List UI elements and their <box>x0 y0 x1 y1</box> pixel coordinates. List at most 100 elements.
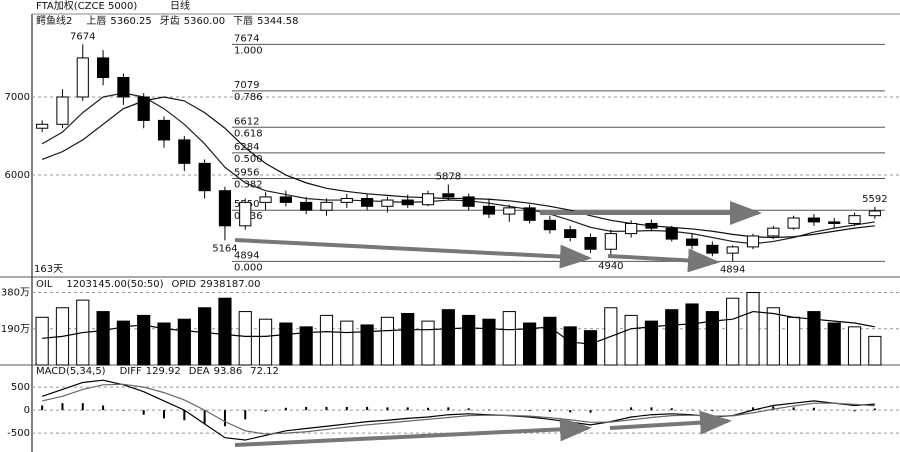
readout-name: 牙齿 <box>160 15 180 27</box>
candle-body <box>279 196 292 203</box>
y-tick-label: 7000 <box>5 92 30 103</box>
macd-bar <box>873 408 876 411</box>
macd-bar <box>61 403 64 411</box>
price-annotation: 7674 <box>70 31 95 42</box>
volume-bar <box>705 311 719 366</box>
candle-body <box>685 238 699 246</box>
indicator-line <box>42 383 875 435</box>
candle-body <box>340 197 353 203</box>
span-label: 163天 <box>34 264 63 275</box>
candle-body <box>706 244 719 254</box>
macd-bar <box>569 410 572 413</box>
candle-body <box>137 96 150 121</box>
readout-value: 5360.00 <box>184 16 225 27</box>
fib-price: 6612 <box>234 116 259 127</box>
macd-bar <box>386 407 389 411</box>
macd-bar <box>528 410 531 412</box>
volume-bar <box>157 322 171 366</box>
candle-body <box>381 199 394 207</box>
indicator-line <box>41 92 875 245</box>
macd-bar <box>284 407 287 411</box>
candle-body <box>665 227 678 240</box>
volume-bar <box>624 314 638 366</box>
symbol: FTA加权(CZCE 5000) <box>36 0 137 12</box>
volume-bar <box>380 316 395 366</box>
fib-price: 6284 <box>234 142 259 153</box>
candle-body <box>259 196 272 203</box>
volume-bar <box>258 318 273 366</box>
candle-body <box>462 196 475 207</box>
volume-bar <box>726 297 740 366</box>
price-annotation: 4894 <box>720 264 745 275</box>
macd-bar <box>772 406 775 411</box>
candle-body <box>868 210 881 217</box>
volume-bar <box>218 297 232 366</box>
macd-bar <box>183 410 186 421</box>
readout-name: 下唇 <box>233 15 253 27</box>
candle-body <box>36 123 49 129</box>
indicator-line <box>41 379 875 441</box>
volume-bar <box>482 318 496 366</box>
fib-ratio: 0.500 <box>234 154 263 165</box>
readout-value: 1203145.00(50:50) <box>66 279 163 290</box>
volume-bar <box>665 309 679 366</box>
candle-body <box>848 215 861 224</box>
y-tick-label: 500 <box>11 382 30 393</box>
indicator-line <box>41 96 875 239</box>
candle-body <box>157 119 171 141</box>
y-tick-label: 380万 <box>1 288 30 299</box>
macd-bar <box>670 408 673 411</box>
candle-body <box>361 197 374 207</box>
volume-bar <box>827 322 841 366</box>
volume-bar <box>644 320 659 366</box>
volume-bar <box>766 307 780 366</box>
macd-bar <box>366 406 369 411</box>
arrow <box>609 410 732 435</box>
candle-body <box>828 221 841 224</box>
macd-bar <box>41 405 44 411</box>
candle-body <box>625 222 638 235</box>
volume-bar <box>847 326 862 366</box>
macd-bar <box>203 410 206 424</box>
fib-ratio: 0.786 <box>234 92 263 103</box>
fib-ratio: 0.618 <box>234 128 263 139</box>
readout-value: 2938187.00 <box>200 279 260 290</box>
volume-bar <box>462 314 476 366</box>
candle-body <box>76 57 89 98</box>
macd-bar <box>711 410 714 412</box>
macd-bar <box>81 403 84 411</box>
volume-bar <box>360 324 374 366</box>
volume-bar <box>522 322 537 366</box>
volume-bar <box>198 307 212 366</box>
fib-price: 5956 <box>234 167 259 178</box>
indicator-name: MACD(5,34,5) <box>36 366 106 377</box>
y-tick-label: 6000 <box>5 170 30 181</box>
y-tick-label: 190万 <box>1 324 30 335</box>
readout-name: DIFF <box>120 366 142 377</box>
macd-bar <box>163 410 166 419</box>
readout-value: 72.12 <box>250 366 279 377</box>
candle-body <box>584 237 597 250</box>
candle-body <box>482 205 496 215</box>
volume-bar <box>401 312 415 366</box>
volume-bar <box>177 318 191 366</box>
candle-body <box>239 201 252 227</box>
volume-bar <box>502 311 516 366</box>
readout-value: 5360.25 <box>110 16 151 27</box>
macd-bar <box>427 407 430 411</box>
macd-bar <box>467 408 470 411</box>
candle-body <box>56 96 69 125</box>
macd-bar <box>447 407 450 411</box>
macd-bar <box>223 410 226 427</box>
readout-name: OPID <box>171 279 196 290</box>
y-tick-label: -500 <box>7 428 30 439</box>
indicator-name: OIL <box>36 279 53 290</box>
y-tick-label: 0 <box>24 405 30 416</box>
volume-bar <box>279 322 293 366</box>
period[interactable]: 日线 <box>170 0 190 12</box>
candle-body <box>218 190 232 227</box>
candle-body <box>645 222 658 229</box>
macd-bar <box>142 410 145 415</box>
